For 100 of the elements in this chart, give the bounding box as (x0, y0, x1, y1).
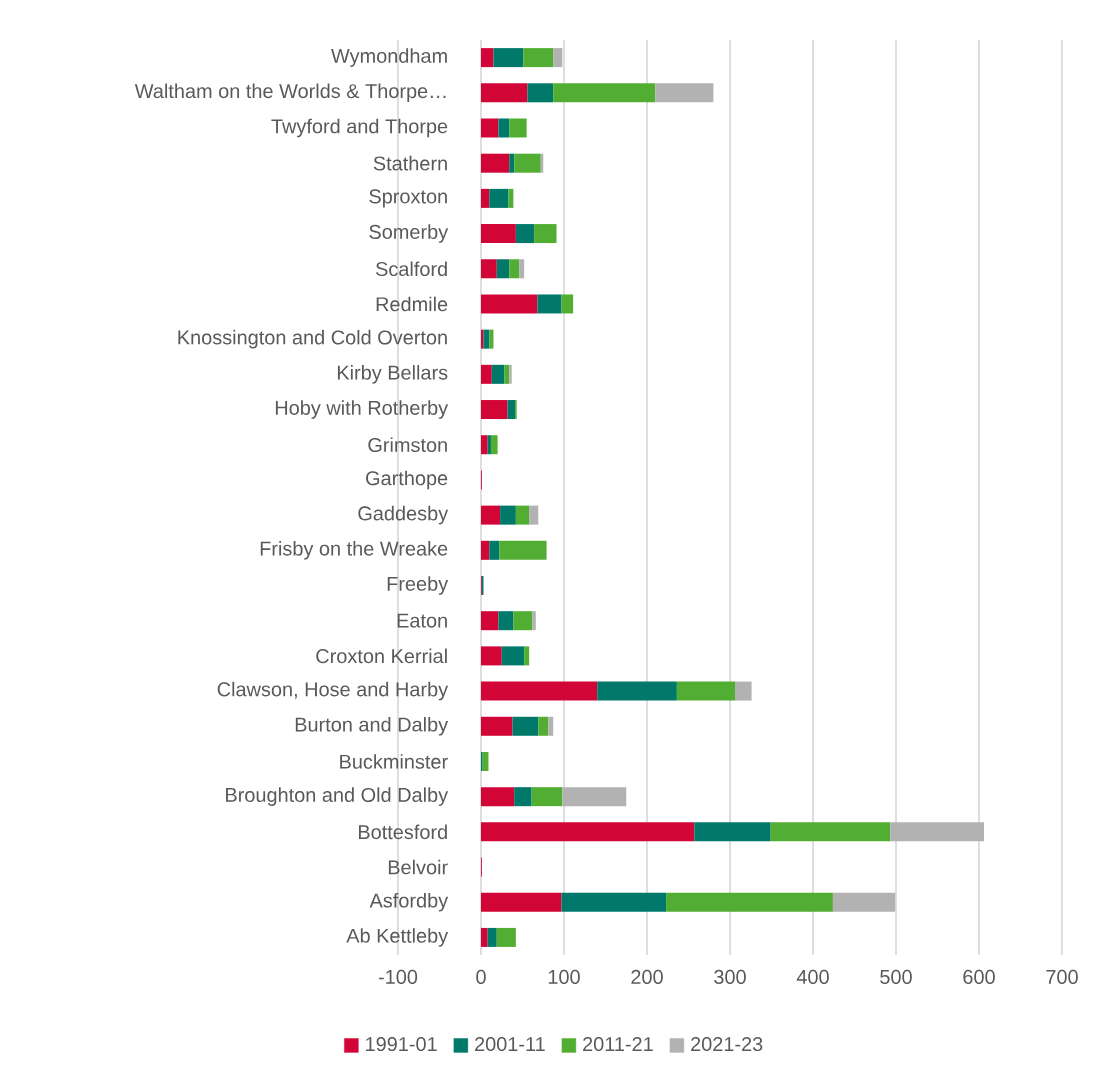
y-tick-label: Scalford (375, 261, 447, 277)
x-tick-label: 100 (548, 969, 580, 984)
bar (514, 787, 532, 807)
bar (496, 259, 510, 279)
bar (481, 400, 508, 420)
y-tick-label: Buckminster (340, 754, 448, 769)
x-tick-label: 200 (631, 969, 663, 984)
bar (514, 153, 541, 173)
y-tick-label: Belvoir (388, 859, 448, 875)
bar (534, 224, 557, 244)
bar (498, 611, 514, 631)
y-tick-label: Sproxton (369, 189, 447, 208)
bar (532, 611, 536, 631)
legend-label: 2011-21 (583, 1037, 653, 1052)
y-tick-label: Clawson, Hose and Harby (217, 681, 449, 701)
bar (491, 364, 505, 384)
bar (481, 822, 695, 842)
bar (523, 48, 554, 68)
bar (498, 118, 510, 138)
bar (481, 259, 497, 279)
x-tick-label: 500 (880, 969, 912, 984)
bar (734, 681, 752, 701)
y-tick-label: Croxton Kerrial (316, 648, 447, 664)
x-tick-label: 400 (796, 969, 829, 984)
y-tick-label: Somerby (369, 224, 449, 243)
bar (481, 611, 499, 631)
bar (483, 329, 490, 349)
y-tick-label: Knossington and Cold Overton (178, 329, 447, 349)
bar (504, 364, 510, 384)
y-tick-label: Stathern (373, 155, 447, 171)
bar (481, 364, 492, 384)
bar (562, 787, 627, 807)
bar (507, 400, 516, 420)
bar (524, 646, 530, 666)
bar (501, 646, 525, 666)
bar (676, 681, 735, 701)
bar (770, 822, 891, 842)
bar (527, 83, 554, 103)
bar (508, 188, 514, 208)
bar (515, 505, 530, 525)
bar (512, 716, 539, 736)
y-tick-label: Redmile (376, 296, 448, 312)
y-tick-label: Hoby with Rotherby (275, 400, 449, 419)
bar (481, 892, 562, 912)
legend-label: 1991-01 (366, 1037, 437, 1052)
bar (509, 118, 527, 138)
bar (666, 892, 833, 912)
bar (553, 83, 656, 103)
bar (481, 540, 490, 560)
bar (694, 822, 771, 842)
bar (509, 259, 520, 279)
bar (481, 927, 488, 947)
y-tick-label: Asfordby (369, 892, 449, 912)
bar (493, 48, 524, 68)
x-tick-label: -100 (378, 969, 418, 984)
bar (561, 294, 574, 314)
bar (481, 48, 494, 68)
bar (481, 224, 516, 244)
bar (832, 892, 896, 912)
y-tick-label: Wymondham (331, 48, 447, 67)
bar (553, 48, 563, 68)
bar (538, 716, 549, 736)
y-tick-label: Grimston (368, 437, 447, 453)
y-tick-label: Freeby (387, 576, 449, 595)
bar (489, 329, 494, 349)
bar (489, 540, 500, 560)
bar (499, 540, 547, 560)
bar (481, 681, 598, 701)
legend-label: 2001-11 (475, 1037, 545, 1052)
x-tick-label: 700 (1046, 969, 1078, 984)
bar (490, 435, 498, 455)
bar (481, 505, 501, 525)
x-tick-label: 300 (714, 969, 746, 984)
bar (481, 153, 510, 173)
x-tick-label: 600 (963, 969, 995, 984)
y-tick-label: Twyford and Thorpe (271, 118, 448, 138)
y-tick-label: Kirby Bellars (337, 365, 448, 384)
bar (500, 505, 516, 525)
y-tick-label: Bottesford (358, 824, 447, 840)
bar (487, 927, 497, 947)
bar (487, 435, 491, 455)
bar (655, 83, 714, 103)
legend-label: 2021-23 (691, 1037, 763, 1052)
y-tick-label: Eaton (397, 613, 447, 628)
bar (515, 224, 535, 244)
bar (481, 83, 528, 103)
bar (529, 505, 539, 525)
x-tick-label: 0 (476, 969, 486, 984)
y-tick-label: Waltham on the Worlds & Thorpe… (134, 83, 446, 103)
bar (481, 435, 488, 455)
bar (531, 787, 563, 807)
y-tick-label: Gaddesby (358, 505, 449, 525)
bar (481, 646, 502, 666)
bar (509, 364, 512, 384)
y-tick-label: Broughton and Old Dalby (226, 787, 449, 806)
bar (481, 118, 499, 138)
bar (489, 188, 509, 208)
bar (597, 681, 677, 701)
bar (519, 259, 525, 279)
bar (481, 294, 538, 314)
